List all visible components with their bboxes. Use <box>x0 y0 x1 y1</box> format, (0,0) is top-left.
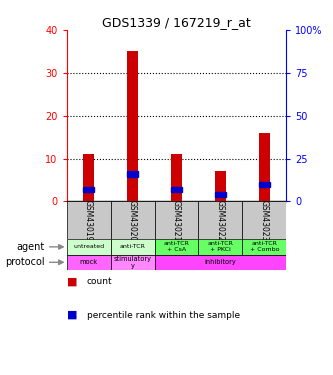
Text: stimulatory
y: stimulatory y <box>114 256 152 269</box>
Bar <box>67 201 111 239</box>
Text: ■: ■ <box>67 276 77 286</box>
Text: GSM43023: GSM43023 <box>260 200 269 241</box>
Title: GDS1339 / 167219_r_at: GDS1339 / 167219_r_at <box>102 16 251 29</box>
Text: protocol: protocol <box>5 257 45 267</box>
Bar <box>127 51 138 201</box>
Text: GSM43020: GSM43020 <box>128 200 137 241</box>
Text: anti-TCR
+ Combo: anti-TCR + Combo <box>250 242 279 252</box>
Bar <box>83 154 94 201</box>
Text: GSM43022: GSM43022 <box>216 200 225 241</box>
Text: GSM43019: GSM43019 <box>84 200 93 241</box>
Bar <box>171 154 182 201</box>
Bar <box>171 187 182 192</box>
Bar <box>67 255 111 270</box>
Bar <box>155 255 286 270</box>
Text: ■: ■ <box>67 310 77 320</box>
Bar <box>215 171 226 201</box>
Bar <box>155 201 198 239</box>
Text: agent: agent <box>16 242 45 252</box>
Text: anti-TCR
+ PKCi: anti-TCR + PKCi <box>207 242 233 252</box>
Bar <box>67 239 111 255</box>
Text: percentile rank within the sample: percentile rank within the sample <box>87 310 240 320</box>
Text: inhibitory: inhibitory <box>204 259 236 265</box>
Bar <box>155 239 198 255</box>
Bar <box>111 239 155 255</box>
Text: anti-TCR: anti-TCR <box>120 244 146 249</box>
Bar <box>127 171 138 177</box>
Text: mock: mock <box>80 259 98 265</box>
Text: anti-TCR
+ CsA: anti-TCR + CsA <box>164 242 189 252</box>
Bar <box>259 182 270 187</box>
Bar <box>83 187 94 192</box>
Bar <box>111 201 155 239</box>
Text: untreated: untreated <box>73 244 104 249</box>
Bar <box>242 239 286 255</box>
Bar <box>198 201 242 239</box>
Bar <box>215 192 226 197</box>
Bar <box>259 133 270 201</box>
Text: GSM43021: GSM43021 <box>172 200 181 241</box>
Bar <box>242 201 286 239</box>
Text: count: count <box>87 277 112 286</box>
Bar <box>111 255 155 270</box>
Bar <box>198 239 242 255</box>
